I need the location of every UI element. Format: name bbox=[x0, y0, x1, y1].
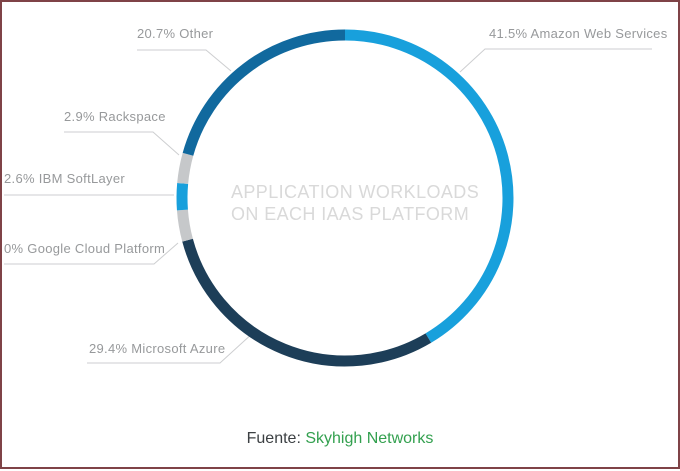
callout-amazon-web-services: 41.5% Amazon Web Services bbox=[489, 26, 668, 41]
leader-line-rackspace bbox=[64, 131, 180, 156]
source-caption-prefix: Fuente: bbox=[246, 430, 306, 447]
segment-other bbox=[182, 29, 346, 156]
segment-microsoft-azure bbox=[182, 238, 432, 367]
callout-rackspace: 2.9% Rackspace bbox=[64, 109, 166, 124]
leader-line-google-cloud-platform bbox=[4, 242, 179, 265]
chart-title-line2: ON EACH IAAS PLATFORM bbox=[231, 204, 470, 224]
source-link[interactable]: Skyhigh Networks bbox=[305, 430, 434, 447]
callout-google-cloud-platform: 0% Google Cloud Platform bbox=[4, 241, 166, 256]
leader-line-amazon-web-services bbox=[459, 48, 652, 73]
segment-ibm-softlayer bbox=[176, 182, 189, 211]
chart-title: APPLICATION WORKLOADS ON EACH IAAS PLATF… bbox=[231, 181, 479, 225]
segment-amazon-web-services bbox=[344, 29, 514, 343]
leader-line-other bbox=[137, 49, 232, 72]
source-caption: Fuente: Skyhigh Networks bbox=[2, 430, 678, 448]
segment-google-cloud-platform bbox=[176, 209, 193, 242]
leader-line-microsoft-azure bbox=[87, 331, 255, 364]
segment-rackspace bbox=[177, 152, 194, 185]
chart-title-line1: APPLICATION WORKLOADS bbox=[231, 182, 480, 202]
callout-microsoft-azure: 29.4% Microsoft Azure bbox=[89, 341, 226, 356]
callout-ibm-softlayer: 2.6% IBM SoftLayer bbox=[4, 171, 126, 186]
callout-other: 20.7% Other bbox=[137, 26, 214, 41]
